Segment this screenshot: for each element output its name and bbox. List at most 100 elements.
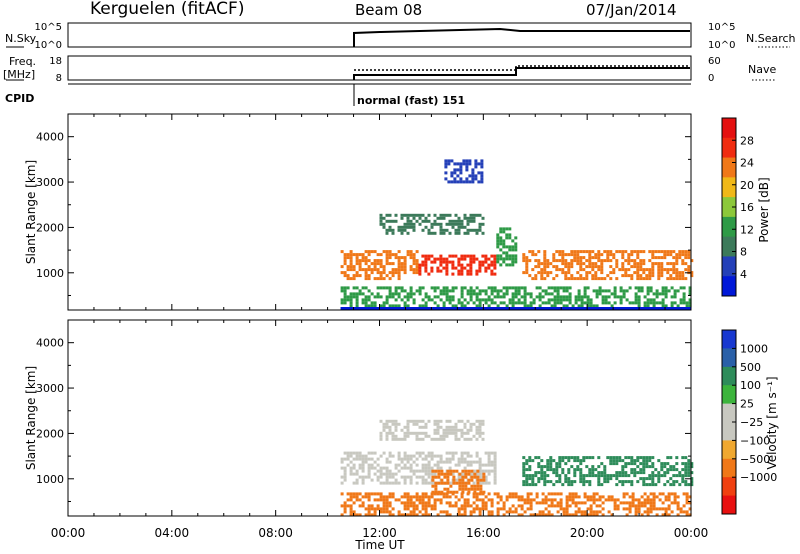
power-cell <box>444 171 448 175</box>
velocity-cell <box>586 513 590 517</box>
velocity-cell <box>631 498 635 502</box>
velocity-cell <box>409 454 413 458</box>
power-cell <box>531 250 535 254</box>
velocity-cell <box>445 431 449 435</box>
power-cell <box>508 263 512 267</box>
power-cell <box>568 301 572 305</box>
power-cell <box>373 259 377 263</box>
velocity-cell <box>478 460 482 464</box>
power-cell <box>523 292 527 296</box>
power-cell <box>660 262 664 266</box>
velocity-cell <box>567 459 571 463</box>
power-cell <box>553 298 557 302</box>
velocity-cell <box>388 428 392 432</box>
velocity-cell <box>445 425 449 429</box>
power-cell <box>522 259 526 263</box>
power-cell <box>471 180 475 184</box>
power-cell <box>499 227 503 231</box>
velocity-cell <box>367 457 371 461</box>
power-cell <box>436 266 440 270</box>
velocity-cell <box>460 495 464 499</box>
power-cell <box>511 257 515 261</box>
power-cell <box>445 263 449 267</box>
velocity-cell <box>490 469 494 473</box>
power-cell <box>463 286 467 290</box>
power-cell <box>579 256 583 260</box>
velocity-cell <box>642 483 646 487</box>
velocity-cell <box>431 475 435 479</box>
velocity-cell <box>487 492 491 496</box>
velocity-cell <box>619 501 623 505</box>
power-cell <box>450 171 454 175</box>
power-cell <box>439 254 443 258</box>
power-cell <box>564 259 568 263</box>
velocity-cell <box>639 471 643 475</box>
velocity-cell <box>624 462 628 466</box>
velocity-cell <box>478 507 482 511</box>
velocity-cell <box>526 495 530 499</box>
velocity-cell <box>376 498 380 502</box>
velocity-cell <box>476 487 480 491</box>
velocity-cell <box>525 462 529 466</box>
power-cell <box>564 265 568 269</box>
power-cell <box>379 253 383 257</box>
power-cell <box>508 233 512 237</box>
velocity-cell <box>449 490 453 494</box>
power-cell <box>415 219 419 223</box>
power-cell <box>628 301 632 305</box>
power-cell <box>487 263 491 267</box>
power-cell <box>445 269 449 273</box>
velocity-cell <box>676 504 680 508</box>
velocity-cell <box>652 507 656 511</box>
velocity-cell <box>637 498 641 502</box>
power-cell <box>555 250 559 254</box>
velocity-cell <box>573 459 577 463</box>
velocity-cell <box>574 501 578 505</box>
power-cell <box>534 259 538 263</box>
velocity-cell <box>546 468 550 472</box>
power-cell <box>646 286 650 290</box>
velocity-cell <box>508 495 512 499</box>
velocity-cell <box>352 472 356 476</box>
velocity-cell <box>427 419 431 423</box>
power-cell <box>457 219 461 223</box>
power-cell <box>525 265 529 269</box>
power-cell <box>672 256 676 260</box>
velocity-cell <box>556 501 560 505</box>
velocity-cell <box>541 501 545 505</box>
velocity-cell <box>579 474 583 478</box>
power-cell <box>649 298 653 302</box>
velocity-cell <box>394 478 398 482</box>
velocity-cell <box>379 495 383 499</box>
velocity-cell <box>565 495 569 499</box>
velocity-cell <box>531 459 535 463</box>
power-cell <box>585 265 589 269</box>
power-cell <box>352 274 356 278</box>
power-cell <box>355 304 359 308</box>
velocity-cell <box>628 510 632 514</box>
velocity-cell <box>589 513 593 517</box>
velocity-cell <box>678 483 682 487</box>
velocity-cell <box>445 513 449 517</box>
velocity-cell <box>646 510 650 514</box>
velocity-cell <box>397 513 401 517</box>
power-colorbar-swatch <box>722 216 736 238</box>
velocity-cell <box>544 498 548 502</box>
power-cell <box>456 162 460 166</box>
velocity-cell <box>622 501 626 505</box>
power-cell <box>661 301 665 305</box>
power-cell <box>346 277 350 281</box>
power-cell <box>439 257 443 261</box>
power-cell <box>660 274 664 278</box>
velocity-cell <box>478 419 482 423</box>
velocity-cell <box>643 492 647 496</box>
power-cell <box>409 253 413 257</box>
velocity-cell <box>352 501 356 505</box>
velocity-cell <box>446 490 450 494</box>
power-cell <box>534 277 538 281</box>
power-cell <box>636 265 640 269</box>
velocity-cell <box>343 478 347 482</box>
power-cell <box>594 274 598 278</box>
power-cell <box>406 253 410 257</box>
power-cell <box>594 265 598 269</box>
